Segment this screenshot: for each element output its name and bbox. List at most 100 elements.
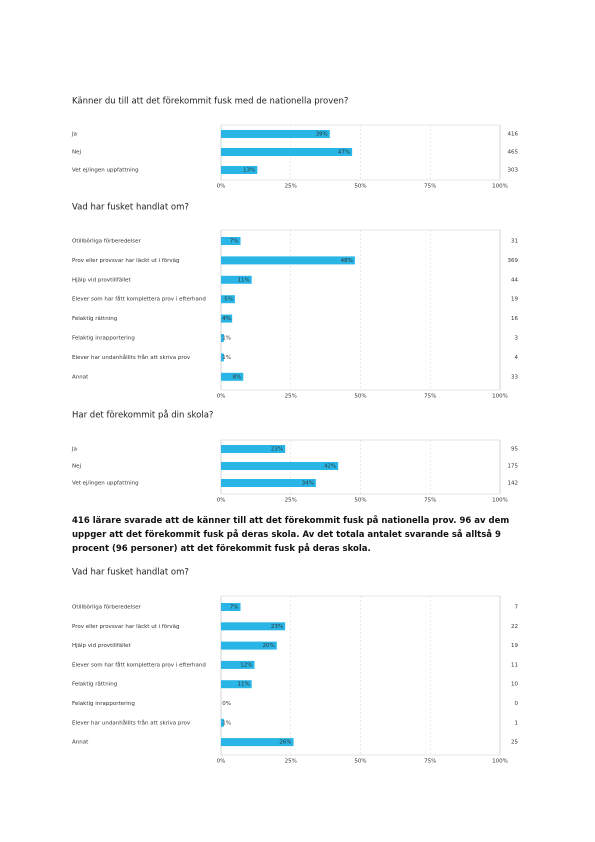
count-label: 7 [515,605,519,611]
chart-title: Vad har fusket handlat om? [72,568,189,578]
x-tick-label: 50% [354,184,366,190]
value-label: 34% [302,481,314,487]
count-label: 31 [511,239,518,245]
count-label: 44 [511,277,518,283]
category-label: Nej [72,464,81,470]
value-label: 47% [338,150,350,156]
value-label: 12% [240,662,252,668]
bar [221,166,258,174]
value-label: 7% [230,239,239,245]
category-label: Otillbörliga förberedelser [72,239,141,245]
bar [221,372,244,381]
category-label: Elever har undanhållits från att skriva … [72,719,191,726]
category-label: Prov eller provsvar har läckt ut i förvä… [72,624,180,630]
value-label: 4% [222,316,231,322]
bar [221,148,353,156]
x-tick-label: 0% [217,759,226,765]
value-label: 0% [222,701,231,707]
count-label: 25 [511,740,518,746]
category-label: Annat [72,374,89,380]
bar [221,718,224,727]
value-label: 5% [224,297,233,303]
category-label: Felaktig rättning [72,316,117,322]
value-label: 48% [341,258,353,264]
x-tick-label: 25% [285,759,297,765]
value-label: 20% [263,643,275,649]
value-label: 11% [237,682,249,688]
count-label: 3 [515,336,519,342]
value-label: 7% [230,605,239,611]
bar [221,314,233,323]
count-label: 95 [511,447,518,453]
value-label: 1% [222,720,231,726]
bar [221,738,294,747]
category-label: Hjälp vid provtillfället [72,643,132,649]
bar [221,256,355,265]
value-label: 1% [222,336,231,342]
count-label: 16 [511,316,518,322]
count-label: 1 [515,720,519,726]
count-label: 33 [511,374,518,380]
value-label: 39% [316,132,328,138]
x-tick-label: 50% [354,498,366,504]
category-label: Ja [71,447,77,453]
count-label: 22 [511,624,518,630]
category-label: Felaktig rättning [72,682,117,688]
x-tick-label: 100% [492,759,508,765]
count-label: 303 [508,168,519,174]
category-label: Elever som har fått komplettera prov i e… [72,661,206,668]
bar [221,237,241,245]
count-label: 142 [508,481,519,487]
x-tick-label: 100% [492,394,508,400]
value-label: 26% [279,740,291,746]
bar [221,353,224,362]
bar [221,334,224,342]
category-label: Felaktig inrapportering [72,336,135,342]
category-label: Ja [71,132,77,138]
count-label: 19 [511,297,518,303]
count-label: 11 [511,662,518,668]
count-label: 175 [508,464,519,470]
bar [221,660,255,669]
bar [221,275,252,284]
bar [221,462,339,470]
category-label: Hjälp vid provtillfället [72,277,132,283]
x-tick-label: 75% [424,759,436,765]
value-label: 1% [222,355,231,361]
x-tick-label: 25% [285,394,297,400]
bar [221,445,286,453]
category-label: Vet ej/ingen uppfattning [72,481,139,487]
bar [221,622,286,631]
chart-title: Har det förekommit på din skola? [72,410,213,421]
category-label: Nej [72,150,81,156]
x-tick-label: 100% [492,498,508,504]
x-tick-label: 25% [285,498,297,504]
category-label: Vet ej/ingen uppfattning [72,168,139,174]
count-label: 10 [511,682,518,688]
x-tick-label: 0% [217,184,226,190]
count-label: 4 [515,355,519,361]
chart-title: Vad har fusket handlat om? [72,203,189,213]
category-label: Felaktig inrapportering [72,701,135,707]
bar [221,295,235,304]
bar [221,641,277,650]
x-tick-label: 0% [217,394,226,400]
x-tick-label: 50% [354,394,366,400]
category-label: Elever har undanhållits från att skriva … [72,354,191,361]
chart-title: Känner du till att det förekommit fusk m… [72,97,348,107]
x-tick-label: 75% [424,184,436,190]
count-label: 465 [508,150,519,156]
x-tick-label: 0% [217,498,226,504]
x-tick-label: 50% [354,759,366,765]
value-label: 8% [233,374,242,380]
x-tick-label: 25% [285,184,297,190]
count-label: 19 [511,643,518,649]
bar [221,680,252,689]
category-label: Prov eller provsvar har läckt ut i förvä… [72,258,180,264]
category-label: Annat [72,740,89,746]
x-tick-label: 100% [492,184,508,190]
x-tick-label: 75% [424,498,436,504]
category-label: Otillbörliga förberedelser [72,605,141,611]
